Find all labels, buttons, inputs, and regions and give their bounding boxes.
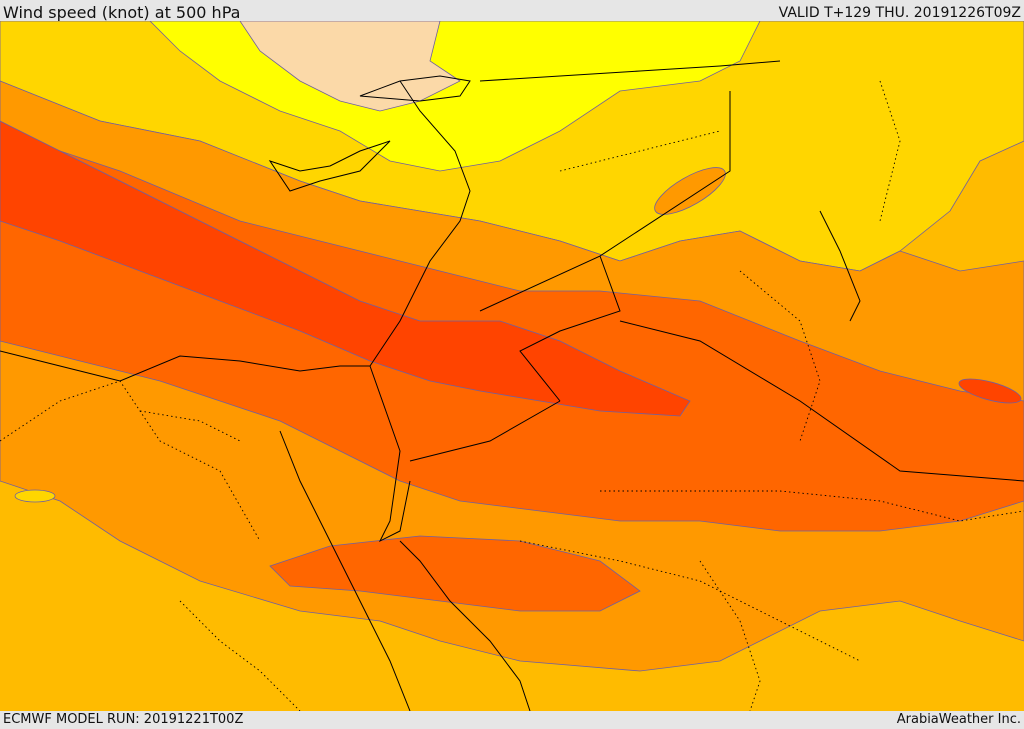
map-title: Wind speed (knot) at 500 hPa — [3, 3, 241, 22]
fill-west-blob — [14, 489, 56, 503]
title-bar: Wind speed (knot) at 500 hPa VALID T+129… — [0, 0, 1024, 22]
fill-dark-orange-south — [269, 535, 641, 612]
valid-time: VALID T+129 THU. 20191226T09Z — [778, 5, 1021, 21]
footer-bar: ECMWF MODEL RUN: 20191221T00Z ArabiaWeat… — [0, 711, 1024, 729]
fill-red-orange — [0, 120, 691, 417]
admin-boundaries — [0, 80, 1024, 711]
map-canvas — [0, 21, 1024, 711]
fill-small-blob — [654, 167, 726, 215]
borders — [409, 91, 1024, 482]
credit: ArabiaWeather Inc. — [896, 712, 1021, 727]
wind-speed-map — [0, 21, 1024, 711]
model-run: ECMWF MODEL RUN: 20191221T00Z — [3, 712, 244, 727]
coastlines — [0, 60, 861, 711]
fill-east-blob — [958, 378, 1022, 404]
